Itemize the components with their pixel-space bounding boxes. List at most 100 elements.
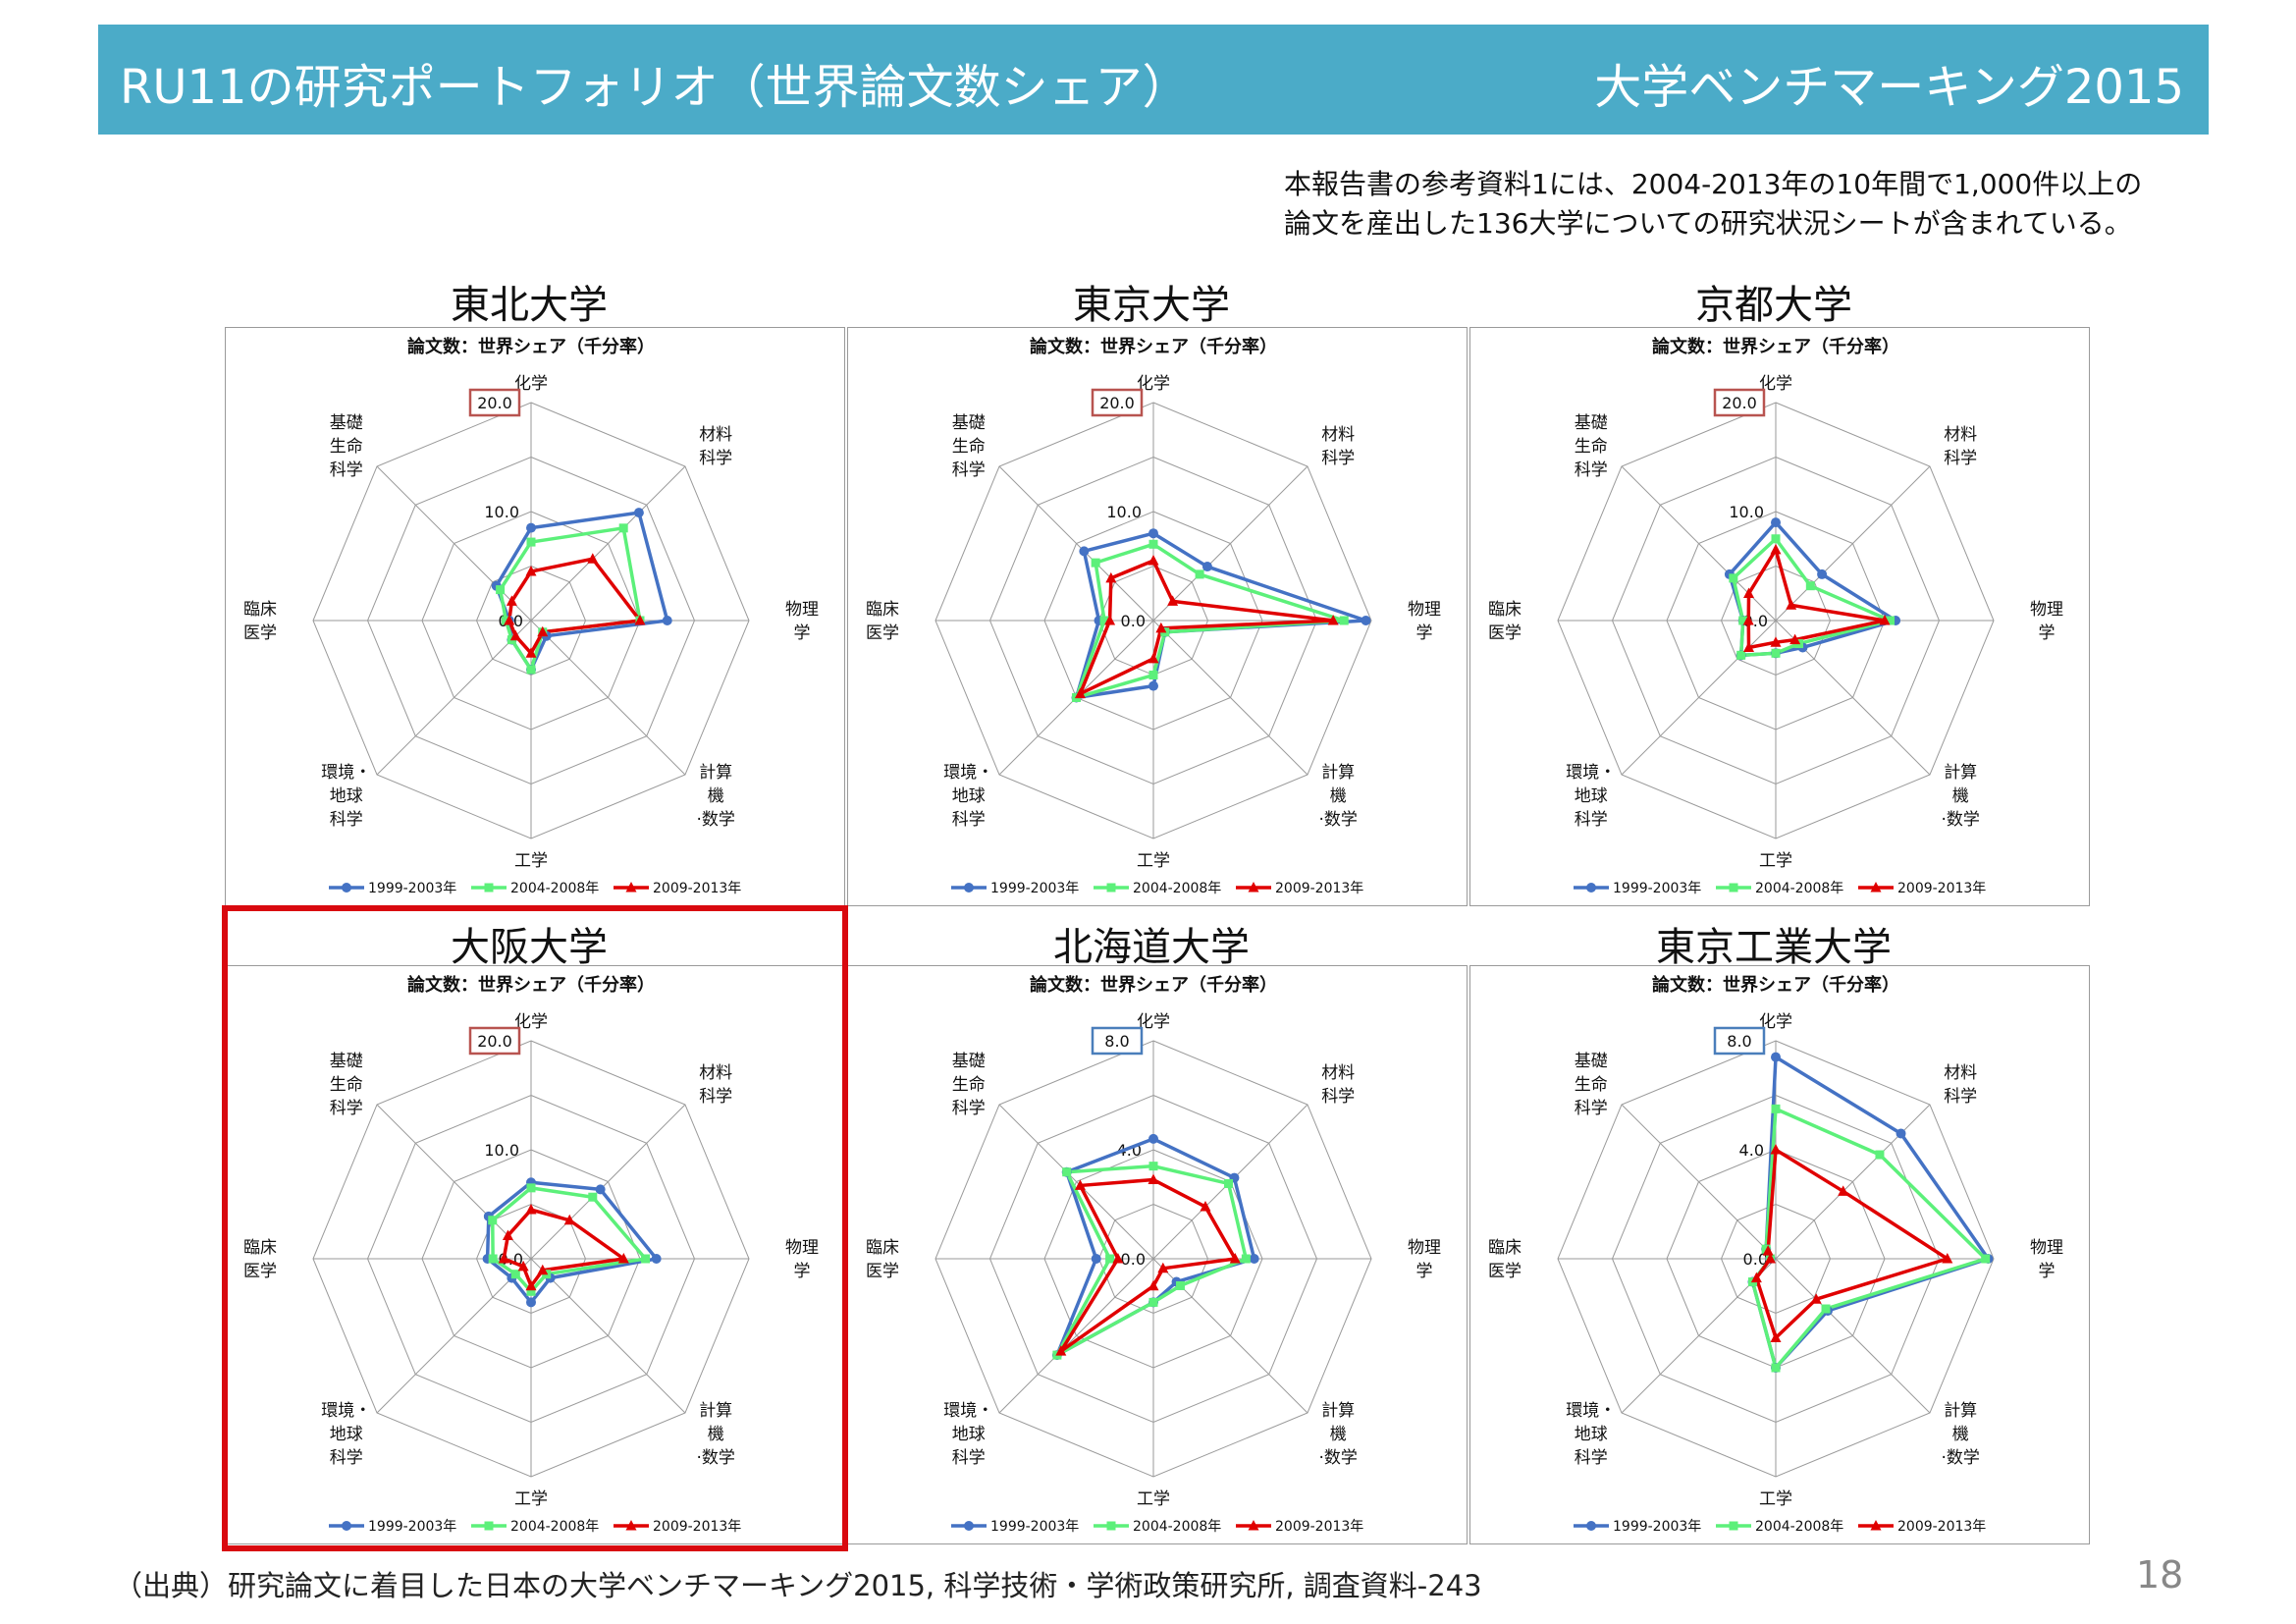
data-point: [484, 883, 494, 893]
data-point: [496, 585, 506, 595]
category-label: 工学: [1137, 1489, 1170, 1509]
data-point: [625, 1520, 637, 1531]
legend-label: 2004-2008年: [1133, 881, 1221, 896]
data-point: [651, 1254, 662, 1264]
legend-label: 2004-2008年: [1755, 881, 1843, 896]
category-label: 計算機·数学: [1941, 763, 1979, 830]
data-point: [617, 1253, 629, 1264]
data-point: [1155, 622, 1167, 633]
data-point: [1224, 1178, 1234, 1188]
data-point: [1249, 1254, 1259, 1264]
category-label: 材料科学: [699, 1063, 732, 1107]
axis-spoke: [1152, 620, 1308, 776]
category-label: 臨床医学: [243, 600, 277, 643]
category-label: 基礎生命科学: [952, 413, 986, 480]
data-point: [537, 625, 549, 637]
chart-title: 論文数：世界シェア（千分率）: [1030, 336, 1277, 357]
category-label: 計算機·数学: [1941, 1401, 1979, 1468]
data-point: [1148, 1173, 1159, 1185]
tick-label: 20.0: [1722, 394, 1757, 412]
axis-spoke: [530, 1104, 686, 1260]
data-point: [1750, 1272, 1762, 1283]
tick-label: 4.0: [1739, 1141, 1764, 1160]
data-point: [498, 1253, 509, 1264]
data-point: [526, 1183, 536, 1193]
data-point: [1738, 616, 1748, 625]
data-point: [537, 1264, 549, 1275]
series-line: [1746, 548, 1887, 650]
axis-spoke: [376, 1104, 532, 1260]
category-label: 基礎生命科学: [1575, 1052, 1608, 1118]
axis-spoke: [376, 620, 532, 776]
data-point: [517, 1260, 529, 1272]
category-label: 化学: [514, 1012, 548, 1032]
legend-label: 2004-2008年: [1755, 1519, 1843, 1535]
data-point: [1771, 517, 1781, 528]
data-point: [1942, 1253, 1953, 1264]
category-label: 基礎生命科学: [330, 413, 363, 480]
page-title: RU11の研究ポートフォリオ（世界論文数シェア）: [120, 60, 1190, 115]
data-point: [1770, 543, 1782, 555]
radar-chart-panel: 論文数：世界シェア（千分率） 化学 材料科学 物理学 計算機·数学 工学 環境・地球科学 臨床…: [847, 327, 1468, 906]
legend-label: 1999-2003年: [1613, 1519, 1701, 1535]
data-point: [484, 1521, 494, 1531]
category-label: 計算機·数学: [696, 1401, 734, 1468]
data-point: [1821, 1304, 1831, 1314]
data-point: [1764, 1253, 1776, 1264]
data-point: [1339, 616, 1349, 625]
data-point: [1074, 687, 1086, 699]
legend-label: 2004-2008年: [1133, 1519, 1221, 1535]
data-point: [510, 1270, 520, 1279]
data-point: [504, 615, 515, 625]
category-label: 計算機·数学: [1318, 763, 1357, 830]
max-value-box: [1713, 388, 1766, 417]
data-point: [502, 1229, 513, 1240]
data-point: [1327, 615, 1339, 625]
tick-label: 8.0: [1727, 1032, 1751, 1051]
data-point: [1104, 615, 1116, 625]
category-label: 臨床医学: [866, 600, 899, 643]
university-title: 大阪大学: [451, 925, 608, 970]
data-point: [526, 522, 536, 533]
data-point: [1148, 1279, 1159, 1291]
data-point: [587, 553, 599, 564]
category-label: 材料科学: [1944, 425, 1977, 468]
axis-spoke: [998, 465, 1154, 622]
max-value-box: [1713, 1026, 1766, 1056]
tick-label: 10.0: [1106, 503, 1142, 521]
axis-spoke: [376, 465, 532, 622]
legend-label: 2004-2008年: [510, 1519, 599, 1535]
data-point: [1195, 569, 1204, 579]
legend-label: 1999-2003年: [368, 881, 456, 896]
data-point: [488, 1216, 498, 1225]
data-point: [1771, 534, 1781, 544]
data-point: [1361, 616, 1371, 625]
university-title: 東北大学: [451, 283, 608, 328]
data-point: [1729, 883, 1738, 893]
data-point: [1771, 1052, 1781, 1062]
tick-label: 0.0: [1743, 1250, 1768, 1269]
data-point: [525, 1279, 537, 1291]
source-citation: （出典）研究論文に着目した日本の大学ベンチマーキング2015, 科学技術・学術政…: [114, 1569, 1482, 1602]
radar-chart-panel: 論文数：世界シェア（千分率） 化学 材料科学 物理学 計算機·数学 工学 環境・地球科学 臨床…: [1469, 965, 2090, 1544]
data-point: [1736, 650, 1746, 660]
legend-label: 2009-2013年: [1275, 881, 1363, 896]
data-point: [1167, 595, 1179, 606]
legend-label: 1999-2003年: [990, 881, 1079, 896]
data-point: [1248, 1520, 1259, 1531]
category-label: 計算機·数学: [1318, 1401, 1357, 1468]
axis-spoke: [998, 1104, 1154, 1260]
category-label: 物理学: [2030, 1238, 2063, 1281]
category-label: 化学: [1137, 374, 1170, 394]
legend-label: 2009-2013年: [1275, 1519, 1363, 1535]
chart-title: 論文数：世界シェア（千分率）: [1652, 974, 1899, 996]
data-point: [501, 616, 510, 625]
category-label: 臨床医学: [866, 1238, 899, 1281]
data-point: [1074, 1179, 1086, 1190]
axis-spoke: [376, 1258, 532, 1414]
data-point: [1091, 558, 1100, 568]
category-label: 基礎生命科学: [330, 1052, 363, 1118]
